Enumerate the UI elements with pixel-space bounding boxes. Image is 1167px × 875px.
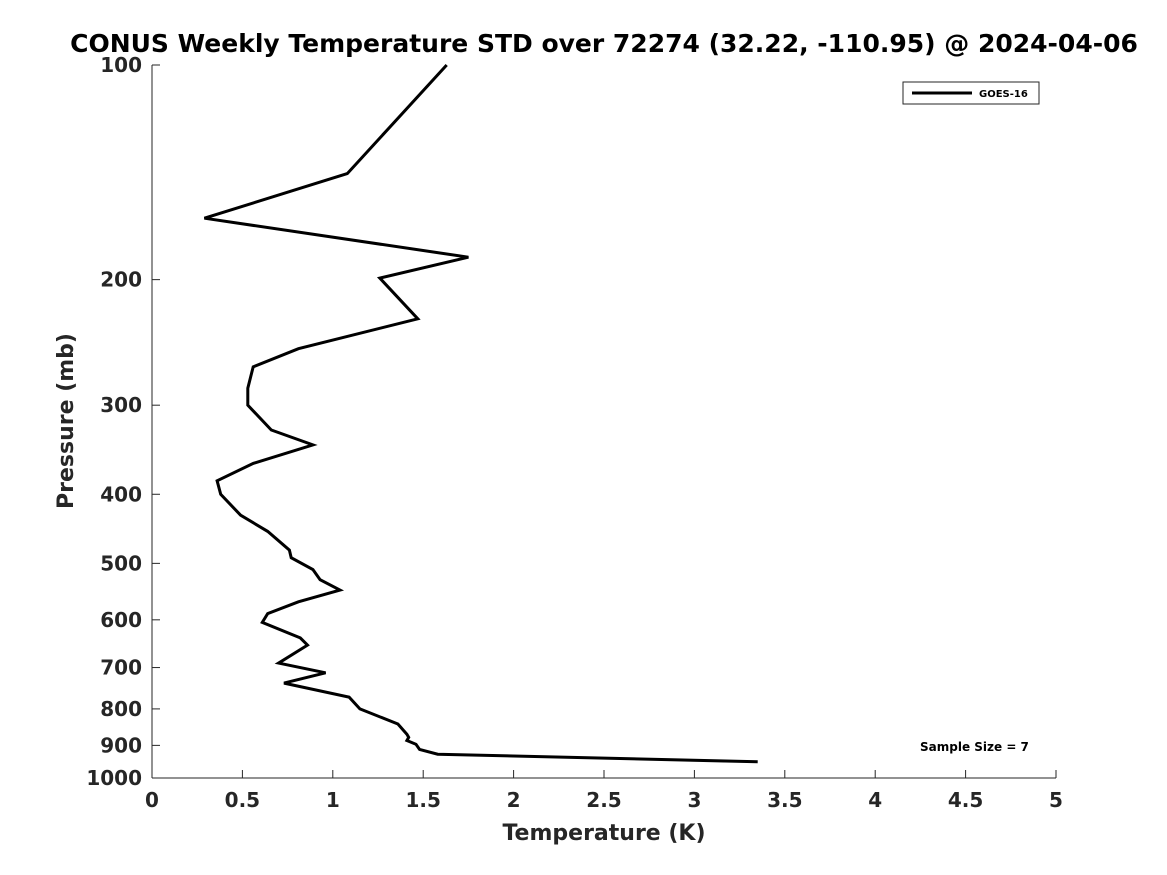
x-tick-label: 2.5	[586, 788, 621, 812]
y-tick-label: 600	[100, 608, 142, 632]
x-tick-label: 0.5	[225, 788, 260, 812]
y-tick-label: 900	[100, 733, 142, 757]
series-layer	[203, 63, 758, 764]
x-tick-label: 1	[326, 788, 340, 812]
x-tick-label: 3	[687, 788, 701, 812]
x-axis-ticks: 0 0.5 1 1.5 2 2.5 3 3.5 4 4.5 5	[145, 770, 1063, 812]
y-tick-label: 400	[100, 482, 142, 506]
y-tick-label: 800	[100, 697, 142, 721]
y-tick-label: 1000	[86, 766, 142, 790]
y-tick-label: 300	[100, 393, 142, 417]
x-tick-label: 2	[507, 788, 521, 812]
y-tick-label: 700	[100, 656, 142, 680]
x-tick-label: 4	[868, 788, 882, 812]
y-axis-ticks: 100 200 300 400 500 600 700 800 900 1000	[86, 53, 160, 790]
axes-background	[152, 65, 1056, 778]
x-tick-label: 4.5	[948, 788, 983, 812]
y-axis-label: Pressure (mb)	[54, 333, 79, 509]
legend: GOES-16	[902, 81, 1040, 105]
sample-size-annotation: Sample Size = 7	[920, 740, 1029, 754]
x-tick-label: 0	[145, 788, 159, 812]
x-tick-label: 5	[1049, 788, 1063, 812]
plot-area	[151, 65, 1056, 779]
legend-entry-goes-16: GOES-16	[979, 89, 1028, 100]
x-tick-label: 3.5	[767, 788, 802, 812]
y-tick-label: 200	[100, 268, 142, 292]
chart-title: CONUS Weekly Temperature STD over 72274 …	[70, 29, 1138, 58]
series-line-goes-16	[203, 63, 758, 764]
y-tick-label: 100	[100, 53, 142, 77]
y-tick-label: 500	[100, 551, 142, 575]
x-axis-label: Temperature (K)	[502, 821, 705, 846]
x-tick-label: 1.5	[405, 788, 440, 812]
